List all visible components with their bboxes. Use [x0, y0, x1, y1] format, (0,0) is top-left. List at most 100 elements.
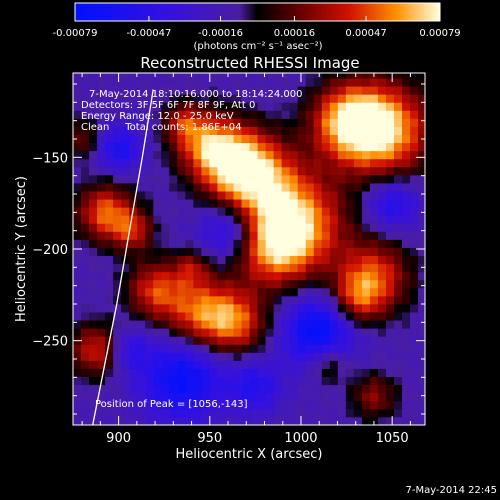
- heatmap-cell: [153, 231, 162, 240]
- heatmap-cell: [361, 94, 371, 103]
- heatmap-cell: [209, 215, 218, 224]
- heatmap-cell: [265, 295, 275, 305]
- heatmap-cell: [353, 400, 363, 410]
- heatmap-cell: [257, 295, 266, 305]
- heatmap-cell: [225, 279, 234, 289]
- heatmap-cell: [369, 287, 379, 297]
- heatmap-cell: [402, 166, 411, 176]
- heatmap-cell: [337, 271, 347, 281]
- heatmap-cell: [297, 352, 307, 361]
- heatmap-cell: [145, 295, 154, 305]
- heatmap-cell: [161, 376, 170, 386]
- heatmap-cell: [313, 73, 323, 79]
- heatmap-cell: [201, 295, 210, 305]
- heatmap-cell: [321, 328, 331, 337]
- heatmap-cell: [73, 183, 82, 192]
- heatmap-cell: [241, 134, 250, 144]
- heatmap-cell: [273, 150, 283, 160]
- heatmap-cell: [105, 158, 114, 168]
- heatmap-cell: [249, 320, 258, 329]
- heatmap-cell: [121, 110, 130, 119]
- heatmap-cell: [129, 73, 138, 79]
- heatmap-cell: [201, 239, 210, 248]
- heatmap-cell: [185, 360, 194, 369]
- heatmap-cell: [153, 110, 162, 119]
- heatmap-cell: [97, 207, 106, 216]
- heatmap-cell: [185, 207, 194, 216]
- heatmap-cell: [329, 215, 339, 224]
- heatmap-cell: [369, 400, 379, 410]
- heatmap-cell: [353, 247, 363, 256]
- heatmap-cell: [193, 126, 202, 135]
- heatmap-cell: [418, 183, 425, 192]
- heatmap-cell: [209, 247, 218, 256]
- heatmap-cell: [410, 376, 419, 386]
- heatmap-cell: [329, 166, 339, 176]
- heatmap-cell: [225, 134, 234, 144]
- heatmap-cell: [313, 368, 323, 377]
- heatmap-cell: [257, 183, 266, 192]
- heatmap-cell: [297, 166, 307, 176]
- heatmap-cell: [105, 352, 114, 361]
- heatmap-cell: [225, 416, 234, 425]
- heatmap-cell: [217, 86, 226, 95]
- heatmap-cell: [361, 263, 371, 273]
- heatmap-cell: [369, 174, 379, 184]
- heatmap-cell: [81, 271, 90, 281]
- heatmap-cell: [305, 223, 315, 232]
- heatmap-cell: [402, 183, 411, 192]
- heatmap-cell: [169, 134, 178, 144]
- heatmap-cell: [81, 102, 90, 111]
- heatmap-cell: [249, 110, 258, 119]
- heatmap-cell: [201, 78, 210, 87]
- heatmap-cell: [249, 126, 258, 135]
- heatmap-cell: [353, 320, 363, 329]
- heatmap-cell: [418, 118, 425, 127]
- heatmap-cell: [402, 408, 411, 418]
- heatmap-cell: [337, 126, 347, 135]
- heatmap-cell: [161, 344, 170, 353]
- heatmap-cell: [313, 199, 323, 208]
- heatmap-cell: [393, 110, 403, 119]
- heatmap-cell: [113, 279, 122, 289]
- heatmap-cell: [418, 102, 425, 111]
- heatmap-cell: [313, 271, 323, 281]
- heatmap-cell: [289, 400, 299, 410]
- heatmap-cell: [217, 255, 226, 265]
- heatmap-cell: [402, 207, 411, 216]
- heatmap-cell: [145, 94, 154, 103]
- heatmap-cell: [153, 183, 162, 192]
- heatmap-cell: [337, 320, 347, 329]
- heatmap-cell: [305, 94, 315, 103]
- heatmap-cell: [201, 158, 210, 168]
- heatmap-cell: [129, 247, 138, 256]
- heatmap-cell: [105, 207, 114, 216]
- heatmap-cell: [209, 295, 218, 305]
- heatmap-cell: [233, 295, 242, 305]
- heatmap-cell: [393, 368, 403, 377]
- heatmap-cell: [97, 352, 106, 361]
- heatmap-cell: [361, 199, 371, 208]
- heatmap-cell: [209, 102, 218, 111]
- heatmap-cell: [97, 255, 106, 265]
- heatmap-cell: [321, 191, 331, 200]
- heatmap-cell: [209, 110, 218, 119]
- heatmap-cell: [97, 166, 106, 176]
- heatmap-cell: [273, 368, 283, 377]
- colorbar-ticks: -0.00079 -0.00047 -0.00016 0.00016 0.00047 0.…: [53, 16, 461, 39]
- heatmap-cell: [297, 263, 307, 273]
- heatmap-cell: [209, 336, 218, 345]
- heatmap-cell: [161, 320, 170, 329]
- heatmap-cell: [113, 126, 122, 135]
- heatmap-cell: [345, 94, 355, 103]
- heatmap-cell: [145, 231, 154, 240]
- heatmap-cell: [217, 223, 226, 232]
- heatmap-cell: [217, 295, 226, 305]
- heatmap-cell: [289, 94, 299, 103]
- heatmap-cell: [217, 207, 226, 216]
- heatmap-cell: [193, 174, 202, 184]
- heatmap-cell: [121, 336, 130, 345]
- heatmap-cell: [113, 408, 122, 418]
- heatmap-cell: [137, 73, 146, 79]
- heatmap-cell: [233, 150, 242, 160]
